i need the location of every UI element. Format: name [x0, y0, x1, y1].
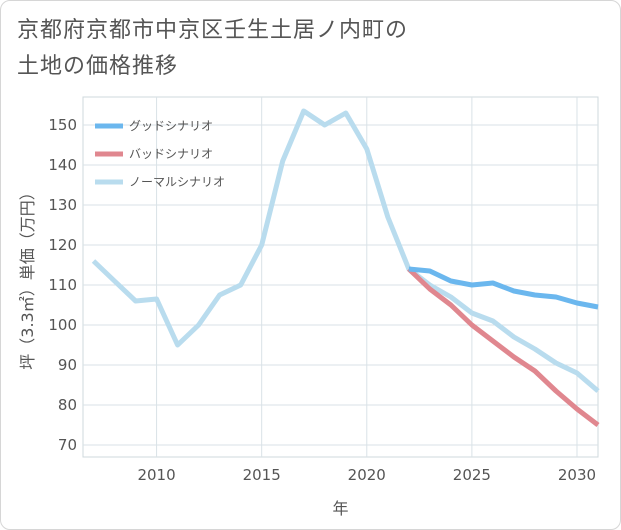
x-tick-label: 2010 [137, 466, 175, 484]
x-tick-label: 2015 [243, 466, 281, 484]
y-tick-label: 70 [58, 436, 77, 454]
legend-label-2: ノーマルシナリオ [129, 175, 225, 189]
series-line-0 [408, 266, 599, 310]
x-tick-label: 2025 [453, 466, 491, 484]
series-line-1 [407, 267, 600, 427]
plot-area [82, 96, 599, 458]
legend-label-0: グッドシナリオ [129, 119, 213, 133]
y-tick-label: 140 [48, 156, 77, 174]
x-tick-label: 2020 [348, 466, 386, 484]
chart-title: 京都府京都市中京区壬生土居ノ内町の 土地の価格推移 [17, 13, 577, 85]
y-tick-label: 80 [58, 396, 77, 414]
y-axis-title: 坪（3.3㎡）単価（万円） [18, 184, 37, 369]
x-tick-label: 2030 [558, 466, 596, 484]
y-tick-label: 110 [48, 276, 77, 294]
series-line-2 [91, 108, 600, 393]
title-line-1: 京都府京都市中京区壬生土居ノ内町の [17, 18, 409, 43]
title-line-2: 土地の価格推移 [17, 54, 179, 79]
x-axis-title: 年 [332, 499, 348, 518]
y-tick-label: 120 [48, 236, 77, 254]
y-tick-label: 90 [58, 356, 77, 374]
y-tick-label: 150 [48, 116, 77, 134]
legend-label-1: バッドシナリオ [129, 147, 213, 161]
y-tick-label: 130 [48, 196, 77, 214]
y-tick-label: 100 [48, 316, 77, 334]
